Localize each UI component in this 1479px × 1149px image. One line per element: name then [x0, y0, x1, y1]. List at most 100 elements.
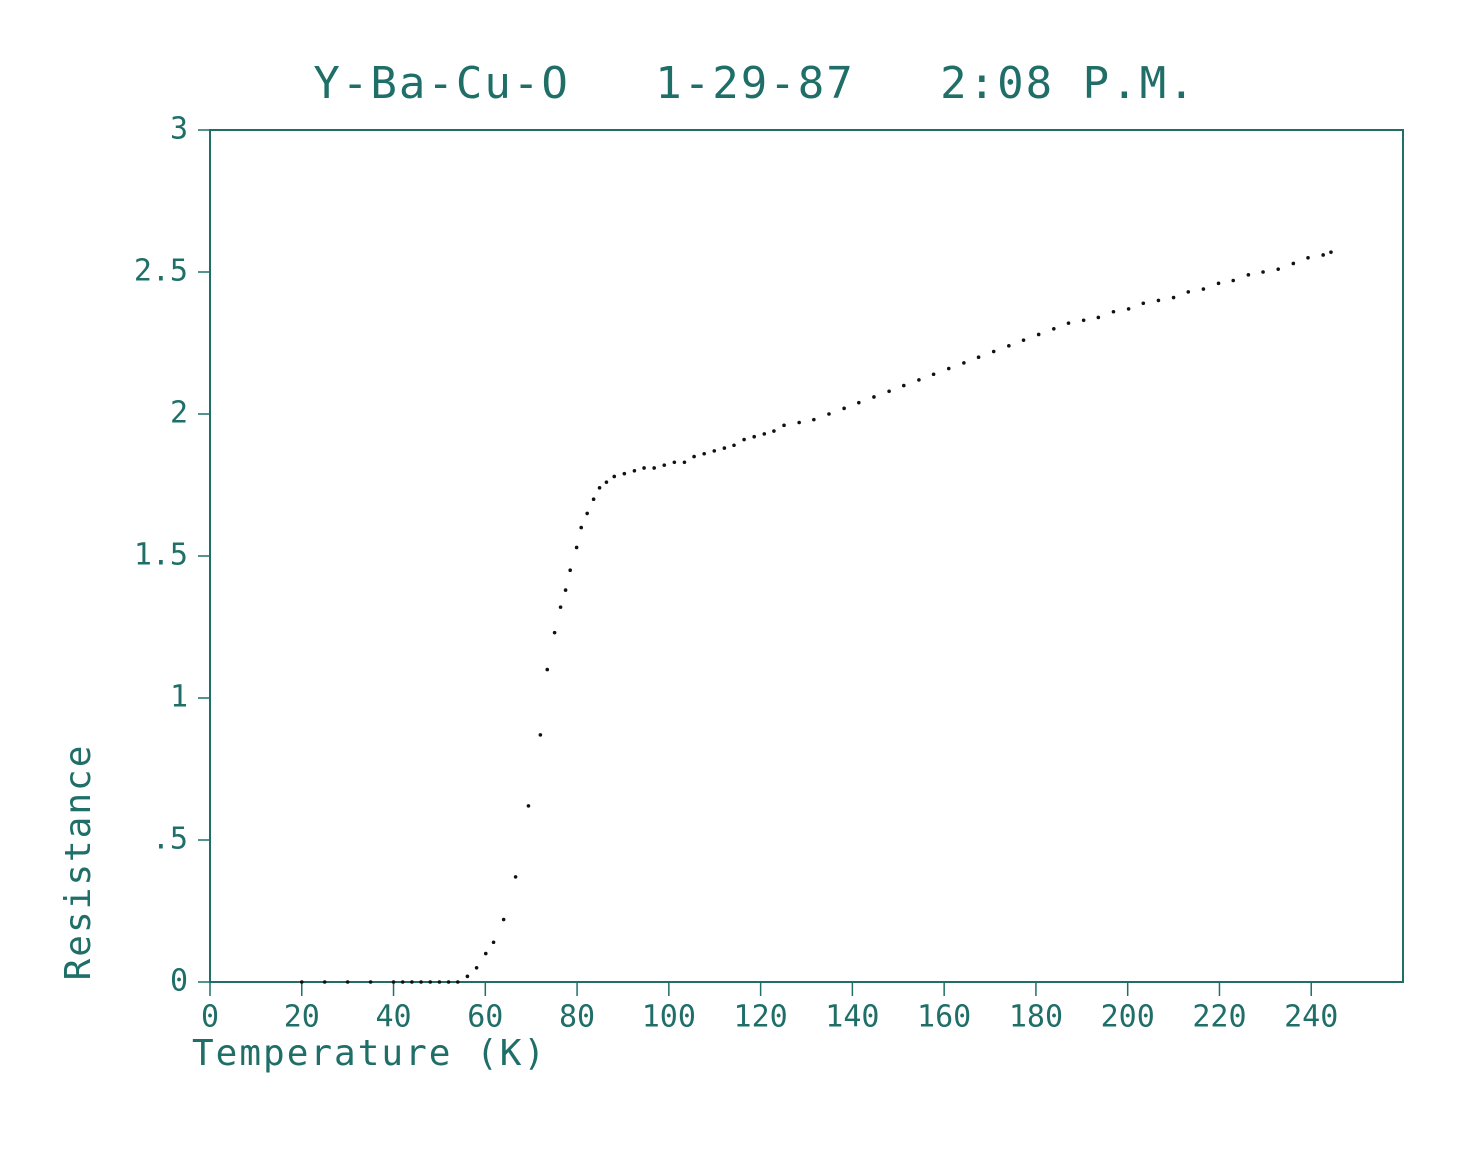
point	[1171, 295, 1176, 300]
point	[391, 980, 396, 984]
y-tick-label: 0	[170, 964, 188, 999]
point	[812, 417, 816, 422]
y-tick-label: 1.5	[134, 538, 188, 573]
point	[474, 966, 479, 970]
point	[419, 980, 423, 984]
point	[692, 454, 696, 459]
point	[1329, 250, 1333, 254]
x-tick-label: 180	[1009, 1000, 1063, 1035]
point	[585, 511, 589, 516]
point	[722, 446, 727, 450]
point	[1066, 321, 1071, 325]
point	[428, 980, 433, 984]
point	[538, 733, 543, 737]
point	[1231, 278, 1236, 283]
point	[782, 423, 786, 428]
y-axis-title: Resistance	[58, 744, 99, 981]
point	[1201, 287, 1206, 291]
point	[1276, 267, 1280, 271]
plot-frame	[209, 129, 1404, 983]
point	[797, 420, 801, 425]
point	[872, 395, 876, 399]
point	[962, 361, 966, 365]
point	[1007, 344, 1011, 348]
point	[752, 434, 756, 439]
point	[526, 804, 531, 808]
point	[1186, 290, 1191, 294]
point	[604, 480, 609, 484]
point	[597, 486, 602, 490]
x-tick-label: 60	[467, 1000, 503, 1035]
point	[931, 372, 936, 377]
x-tick-label: 120	[734, 1000, 788, 1035]
y-tick-label: 2.5	[134, 254, 188, 289]
point	[1306, 255, 1310, 260]
point	[491, 940, 496, 945]
point	[946, 366, 951, 371]
point	[455, 980, 460, 984]
point	[712, 449, 717, 453]
point	[483, 951, 488, 956]
point	[772, 429, 776, 433]
point	[563, 588, 568, 592]
x-tick-label: 200	[1101, 1000, 1155, 1035]
point	[552, 630, 557, 635]
point	[1021, 338, 1026, 342]
point	[652, 466, 656, 470]
point	[732, 443, 736, 448]
x-tick-label: 100	[642, 1000, 696, 1035]
point	[976, 355, 981, 360]
x-tick-label: 20	[284, 1000, 320, 1035]
point	[513, 875, 518, 879]
point	[991, 349, 996, 354]
point	[1096, 315, 1101, 320]
point	[400, 980, 405, 984]
point	[901, 383, 906, 388]
x-tick-label: 160	[917, 1000, 971, 1035]
point	[1111, 309, 1116, 314]
point	[682, 460, 687, 465]
point	[1291, 261, 1296, 266]
point	[1081, 318, 1086, 323]
point	[662, 463, 667, 467]
point	[345, 980, 350, 984]
point	[742, 437, 746, 442]
point	[1246, 273, 1251, 277]
point	[465, 974, 470, 979]
point	[622, 471, 627, 476]
y-tick-label: .5	[152, 822, 188, 857]
point	[1156, 298, 1161, 303]
point	[917, 378, 921, 382]
x-tick-label: 0	[201, 1000, 219, 1035]
x-tick-label: 40	[375, 1000, 411, 1035]
point	[887, 389, 891, 394]
y-tick-label: 1	[170, 680, 188, 715]
point	[632, 469, 637, 473]
point	[612, 474, 617, 479]
point	[437, 980, 442, 984]
point	[702, 451, 706, 456]
point	[410, 980, 414, 984]
point	[1261, 270, 1265, 274]
chart-title: Y-Ba-Cu-O 1-29-87 2:08 P.M.	[313, 58, 1196, 109]
x-tick-label: 140	[825, 1000, 879, 1035]
point	[299, 980, 304, 984]
point	[322, 980, 327, 984]
point	[1216, 281, 1221, 286]
point	[842, 406, 846, 411]
point	[368, 980, 373, 984]
point	[446, 980, 451, 984]
x-tick-label: 80	[559, 1000, 595, 1035]
point	[1141, 301, 1146, 306]
point	[574, 545, 579, 550]
point	[568, 568, 572, 572]
x-axis-title: Temperature (K)	[192, 1033, 547, 1074]
point	[558, 605, 563, 609]
point	[579, 525, 584, 530]
y-tick-label: 2	[170, 396, 188, 431]
point	[1052, 327, 1056, 331]
point	[1321, 253, 1325, 257]
point	[545, 667, 550, 672]
